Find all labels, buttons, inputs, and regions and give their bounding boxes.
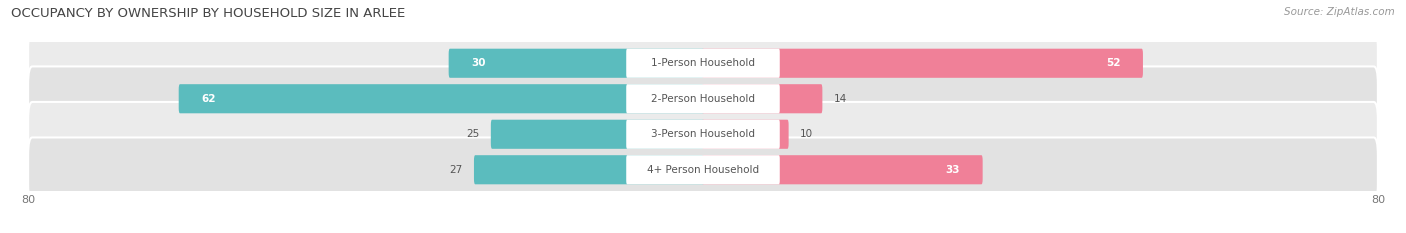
FancyBboxPatch shape	[28, 66, 1378, 131]
FancyBboxPatch shape	[626, 120, 780, 149]
Text: OCCUPANCY BY OWNERSHIP BY HOUSEHOLD SIZE IN ARLEE: OCCUPANCY BY OWNERSHIP BY HOUSEHOLD SIZE…	[11, 7, 405, 20]
Text: 30: 30	[471, 58, 485, 68]
FancyBboxPatch shape	[28, 137, 1378, 202]
FancyBboxPatch shape	[491, 120, 704, 149]
Text: 2-Person Household: 2-Person Household	[651, 94, 755, 104]
FancyBboxPatch shape	[626, 84, 780, 113]
Text: 25: 25	[467, 129, 479, 139]
FancyBboxPatch shape	[626, 49, 780, 78]
FancyBboxPatch shape	[702, 49, 1143, 78]
FancyBboxPatch shape	[702, 155, 983, 184]
FancyBboxPatch shape	[28, 102, 1378, 167]
FancyBboxPatch shape	[449, 49, 704, 78]
Text: 10: 10	[800, 129, 813, 139]
FancyBboxPatch shape	[702, 84, 823, 113]
Text: 62: 62	[201, 94, 215, 104]
FancyBboxPatch shape	[474, 155, 704, 184]
Text: Source: ZipAtlas.com: Source: ZipAtlas.com	[1284, 7, 1395, 17]
FancyBboxPatch shape	[626, 155, 780, 184]
Text: 3-Person Household: 3-Person Household	[651, 129, 755, 139]
FancyBboxPatch shape	[179, 84, 704, 113]
Text: 4+ Person Household: 4+ Person Household	[647, 165, 759, 175]
Text: 33: 33	[946, 165, 960, 175]
Text: 27: 27	[450, 165, 463, 175]
Text: 14: 14	[834, 94, 846, 104]
FancyBboxPatch shape	[28, 31, 1378, 96]
FancyBboxPatch shape	[702, 120, 789, 149]
Text: 52: 52	[1107, 58, 1121, 68]
Text: 1-Person Household: 1-Person Household	[651, 58, 755, 68]
